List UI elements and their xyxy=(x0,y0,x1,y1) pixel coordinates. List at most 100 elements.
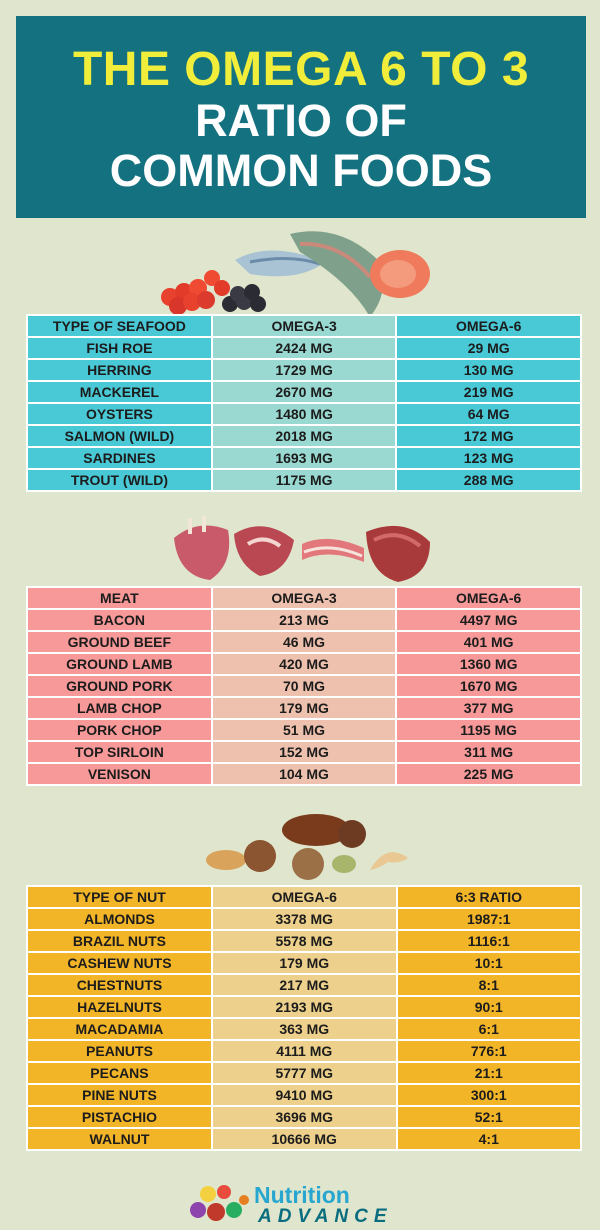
macadamia-icon xyxy=(338,820,366,848)
table-row: OYSTERS 1480 MG 64 MG xyxy=(26,402,582,426)
table-row: PECANS 5777 MG 21:1 xyxy=(26,1061,583,1085)
table-cell: 3378 MG xyxy=(210,907,398,931)
table-cell: 2193 MG xyxy=(210,995,398,1019)
table-cell: 10:1 xyxy=(395,951,583,975)
title-line-3: COMMON FOODS xyxy=(109,145,493,196)
bacon-icon xyxy=(302,538,364,562)
table-cell: 70 MG xyxy=(210,674,398,698)
table-cell: 172 MG xyxy=(395,424,582,448)
title-line-2: RATIO OF xyxy=(195,95,407,146)
table-cell: GROUND PORK xyxy=(26,674,213,698)
logo-sub: ADVANCE xyxy=(258,1206,393,1227)
table-cell: 1175 MG xyxy=(210,468,398,492)
table-cell: 213 MG xyxy=(210,608,398,632)
logo-name: Nutrition xyxy=(254,1182,350,1208)
table-row: ALMONDS 3378 MG 1987:1 xyxy=(26,907,583,931)
caviar-icon xyxy=(222,284,266,312)
table-cell: 6:1 xyxy=(395,1017,583,1041)
table-cell: 179 MG xyxy=(210,696,398,720)
table-cell: 90:1 xyxy=(395,995,583,1019)
table-cell: 123 MG xyxy=(395,446,582,470)
table-cell: 152 MG xyxy=(210,740,398,764)
column-header: OMEGA-6 xyxy=(395,586,582,610)
table-cell: 1987:1 xyxy=(395,907,583,931)
table-row: SARDINES 1693 MG 123 MG xyxy=(26,446,582,470)
table-row: BACON 213 MG 4497 MG xyxy=(26,608,582,632)
walnut-icon xyxy=(292,848,324,880)
table-cell: 5777 MG xyxy=(210,1061,398,1085)
table-cell: BACON xyxy=(26,608,213,632)
table-cell: 1670 MG xyxy=(395,674,582,698)
column-header: OMEGA-6 xyxy=(395,314,582,338)
table-cell: 9410 MG xyxy=(210,1083,398,1107)
cashew-icon xyxy=(370,852,408,870)
table-cell: HERRING xyxy=(26,358,213,382)
table-row: GROUND BEEF 46 MG 401 MG xyxy=(26,630,582,654)
table-cell: CHESTNUTS xyxy=(26,973,213,997)
table-header-row: TYPE OF SEAFOOD OMEGA-3 OMEGA-6 xyxy=(26,314,582,338)
table-cell: 1195 MG xyxy=(395,718,582,742)
meat-table: MEAT OMEGA-3 OMEGA-6 BACON 213 MG 4497 MG GROU… xyxy=(26,586,582,786)
table-row: MACKEREL 2670 MG 219 MG xyxy=(26,380,582,404)
column-header: 6:3 RATIO xyxy=(395,885,583,909)
table-cell: PINE NUTS xyxy=(26,1083,213,1107)
table-cell: VENISON xyxy=(26,762,213,786)
table-cell: 4:1 xyxy=(395,1127,583,1151)
table-cell: 104 MG xyxy=(210,762,398,786)
column-header: TYPE OF SEAFOOD xyxy=(26,314,213,338)
table-cell: 225 MG xyxy=(395,762,582,786)
table-cell: 2018 MG xyxy=(210,424,398,448)
table-cell: WALNUT xyxy=(26,1127,213,1151)
table-row: LAMB CHOP 179 MG 377 MG xyxy=(26,696,582,720)
table-cell: GROUND LAMB xyxy=(26,652,213,676)
table-cell: 776:1 xyxy=(395,1039,583,1063)
table-cell: 2670 MG xyxy=(210,380,398,404)
table-cell: ALMONDS xyxy=(26,907,213,931)
hazelnut-icon xyxy=(244,840,276,872)
table-row: PORK CHOP 51 MG 1195 MG xyxy=(26,718,582,742)
table-cell: 51 MG xyxy=(210,718,398,742)
table-cell: 21:1 xyxy=(395,1061,583,1085)
table-cell: GROUND BEEF xyxy=(26,630,213,654)
table-cell: PEANUTS xyxy=(26,1039,213,1063)
table-cell: 4497 MG xyxy=(395,608,582,632)
table-cell: 4111 MG xyxy=(210,1039,398,1063)
table-row: TOP SIRLOIN 152 MG 311 MG xyxy=(26,740,582,764)
table-cell: 8:1 xyxy=(395,973,583,997)
produce-icon xyxy=(190,1185,249,1221)
table-cell: MACADAMIA xyxy=(26,1017,213,1041)
table-row: PISTACHIO 3696 MG 52:1 xyxy=(26,1105,583,1129)
table-cell: 300:1 xyxy=(395,1083,583,1107)
table-cell: 5578 MG xyxy=(210,929,398,953)
table-cell: 1729 MG xyxy=(210,358,398,382)
meat-illustration xyxy=(174,516,430,582)
table-cell: 29 MG xyxy=(395,336,582,360)
table-cell: TOP SIRLOIN xyxy=(26,740,213,764)
pistachio-icon xyxy=(332,855,356,873)
table-cell: PORK CHOP xyxy=(26,718,213,742)
ham-icon xyxy=(366,525,430,582)
table-header-row: TYPE OF NUT OMEGA-6 6:3 RATIO xyxy=(26,885,583,909)
column-header: TYPE OF NUT xyxy=(26,885,213,909)
table-cell: LAMB CHOP xyxy=(26,696,213,720)
table-cell: 420 MG xyxy=(210,652,398,676)
table-row: HAZELNUTS 2193 MG 90:1 xyxy=(26,995,583,1019)
table-row: CASHEW NUTS 179 MG 10:1 xyxy=(26,951,583,975)
column-header: OMEGA-6 xyxy=(210,885,398,909)
table-row: MACADAMIA 363 MG 6:1 xyxy=(26,1017,583,1041)
table-cell: 3696 MG xyxy=(210,1105,398,1129)
table-row: FISH ROE 2424 MG 29 MG xyxy=(26,336,582,360)
title-line-1: THE OMEGA 6 TO 3 xyxy=(72,43,530,96)
table-row: BRAZIL NUTS 5578 MG 1116:1 xyxy=(26,929,583,953)
table-cell: 401 MG xyxy=(395,630,582,654)
table-cell: 311 MG xyxy=(395,740,582,764)
table-cell: 2424 MG xyxy=(210,336,398,360)
lamb-rack-icon xyxy=(174,516,230,580)
seafood-table: TYPE OF SEAFOOD OMEGA-3 OMEGA-6 FISH ROE 242… xyxy=(26,314,582,492)
table-row: HERRING 1729 MG 130 MG xyxy=(26,358,582,382)
table-row: TROUT (WILD) 1175 MG 288 MG xyxy=(26,468,582,492)
table-cell: 377 MG xyxy=(395,696,582,720)
seafood-illustration xyxy=(161,231,430,317)
table-row: SALMON (WILD) 2018 MG 172 MG xyxy=(26,424,582,448)
table-cell: 130 MG xyxy=(395,358,582,382)
